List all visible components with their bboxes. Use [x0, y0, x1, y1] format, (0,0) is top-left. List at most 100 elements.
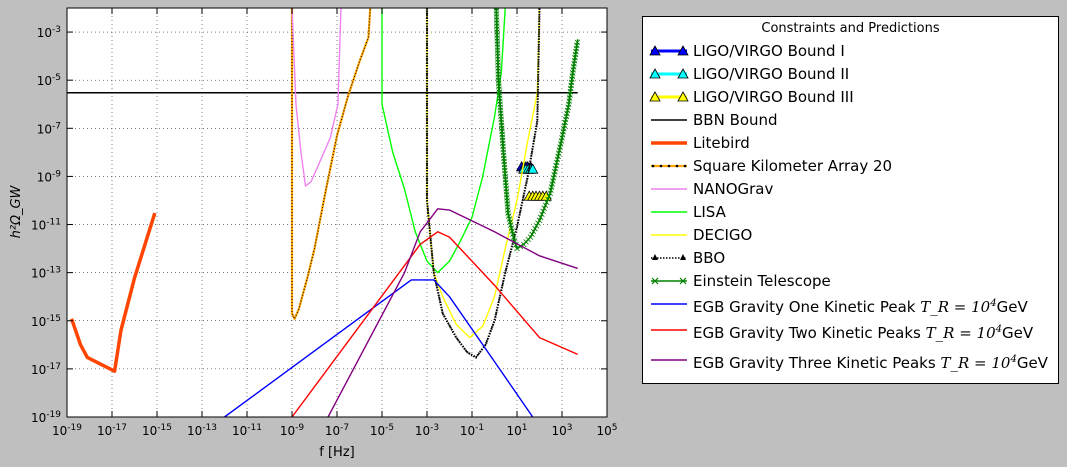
marker: [542, 202, 549, 209]
series-line: [426, 8, 541, 359]
x-tick-label: 10-7: [325, 423, 349, 438]
series-square-kilometer-array-20: [290, 8, 372, 321]
legend-swatch: [651, 277, 687, 285]
x-tick-label: 10-13: [187, 423, 217, 438]
series-nanograv: [291, 8, 342, 187]
marker: [540, 208, 546, 215]
data-point: [527, 163, 539, 174]
legend-entry-square-kilometer-array-20: Square Kilometer Array 20: [643, 156, 1058, 176]
marker: [513, 241, 519, 248]
x-tick-label: 101: [506, 423, 527, 438]
series-bbo: [425, 8, 541, 359]
y-tick-label: 10-13: [31, 266, 61, 281]
legend-swatch: [649, 91, 689, 102]
series-egb-gravity-three-kinetic-peaks-gev: [327, 208, 578, 417]
legend-swatch: [651, 234, 687, 236]
series-litebird: [69, 212, 157, 373]
legend-label: EGB Gravity Two Kinetic Peaks T_R = 104G…: [693, 324, 1034, 342]
legend-swatch: [651, 141, 687, 145]
series-lisa: [381, 8, 506, 274]
legend-entry-bbn-bound: BBN Bound: [643, 110, 1058, 130]
marker: [537, 214, 544, 221]
legend-swatch: [651, 329, 687, 331]
legend-label: LIGO/VIRGO Bound I: [693, 42, 845, 60]
legend-title: Constraints and Predictions: [761, 21, 940, 36]
legend-entry-decigo: DECIGO: [643, 225, 1058, 245]
axis-ticks: 10-19 10-17 10-15 10-13 10-11 10-9 10-7 10-5 10-…: [31, 8, 618, 438]
x-tick-label: 10-19: [52, 423, 82, 438]
series-line: [290, 8, 372, 320]
legend-entry-egb-gravity-one-kinetic-peak-gev: EGB Gravity One Kinetic Peak T_R = 104Ge…: [643, 294, 1058, 316]
marker: [514, 245, 520, 252]
y-tick-label: 10-19: [31, 410, 61, 425]
series-line: [291, 8, 342, 187]
legend-swatch: [651, 188, 687, 190]
x-tick-label: 10-1: [460, 423, 484, 438]
x-tick-label: 10-17: [97, 423, 127, 438]
legend-swatch: [651, 254, 687, 260]
y-tick-label: 10-7: [37, 121, 61, 136]
series-egb-gravity-two-kinetic-peaks-gev: [291, 231, 579, 417]
marker: [533, 223, 540, 229]
legend-label: NANOGrav: [693, 180, 774, 198]
legend-label: Einstein Telescope: [693, 272, 831, 290]
y-tick-label: 10-17: [31, 362, 61, 377]
legend-label: Square Kilometer Array 20: [693, 157, 893, 175]
legend-entry-nanograv: NANOGrav: [643, 179, 1058, 199]
legend-marker: [649, 91, 661, 102]
marker: [527, 234, 534, 240]
y-tick-label: 10-11: [31, 218, 61, 233]
legend-label: Litebird: [693, 134, 750, 152]
marker: [529, 231, 535, 238]
marker: [536, 217, 543, 224]
legend-label: LIGO/VIRGO Bound II: [693, 65, 850, 83]
series-dots: [425, 8, 541, 359]
legend-label: EGB Gravity One Kinetic Peak T_R = 104Ge…: [693, 298, 1028, 316]
legend-marker: [677, 45, 689, 56]
legend-entry-egb-gravity-three-kinetic-peaks-gev: EGB Gravity Three Kinetic Peaks T_R = 10…: [643, 350, 1058, 372]
marker: [543, 199, 550, 206]
legend: Constraints and Predictions LIGO/VIRGO B…: [642, 16, 1059, 384]
legend-marker: [649, 68, 661, 79]
legend-entry-ligo-virgo-bound-ii: LIGO/VIRGO Bound II: [643, 64, 1058, 84]
legend-swatch: [651, 119, 687, 121]
x-tick-label: 10-5: [370, 423, 394, 438]
x-tick-label: 10-15: [142, 423, 172, 438]
marker: [541, 205, 548, 212]
y-tick-label: 10-5: [37, 73, 61, 88]
y-tick-label: 10-3: [37, 25, 61, 40]
legend-marker: [677, 91, 689, 102]
series-einstein-telescope: [493, 8, 581, 252]
series-line: [69, 212, 157, 373]
series-egb-gravity-one-kinetic-peak-gev: [224, 279, 534, 417]
x-axis-label: f [Hz]: [319, 445, 354, 460]
legend-entry-einstein-telescope: Einstein Telescope: [643, 271, 1058, 291]
marker: [546, 193, 552, 200]
y-tick-label: 10-9: [37, 169, 62, 184]
series-line: [327, 208, 578, 417]
marker: [535, 220, 541, 226]
y-tick-label: 10-15: [31, 314, 61, 329]
series-line: [291, 231, 579, 417]
series-line: [381, 8, 506, 274]
legend-label: LISA: [693, 203, 726, 221]
legend-label: BBN Bound: [693, 111, 778, 129]
legend-swatch: [649, 68, 689, 79]
y-axis-label: h²Ω_GW: [9, 184, 24, 238]
legend-entry-lisa: LISA: [643, 202, 1058, 222]
x-tick-label: 105: [596, 423, 617, 438]
legend-entry-ligo-virgo-bound-i: LIGO/VIRGO Bound I: [643, 41, 1058, 61]
series-line: [224, 279, 534, 417]
legend-swatch: [651, 359, 687, 361]
legend-marker: [677, 68, 689, 79]
x-tick-label: 10-9: [280, 423, 305, 438]
legend-entry-litebird: Litebird: [643, 133, 1058, 153]
legend-swatch: [651, 164, 687, 168]
legend-label: EGB Gravity Three Kinetic Peaks T_R = 10…: [693, 354, 1048, 372]
marker: [545, 196, 551, 203]
marker: [510, 234, 517, 240]
x-tick-label: 10-3: [415, 423, 439, 438]
legend-label: BBO: [693, 249, 726, 267]
legend-swatch: [651, 303, 687, 305]
